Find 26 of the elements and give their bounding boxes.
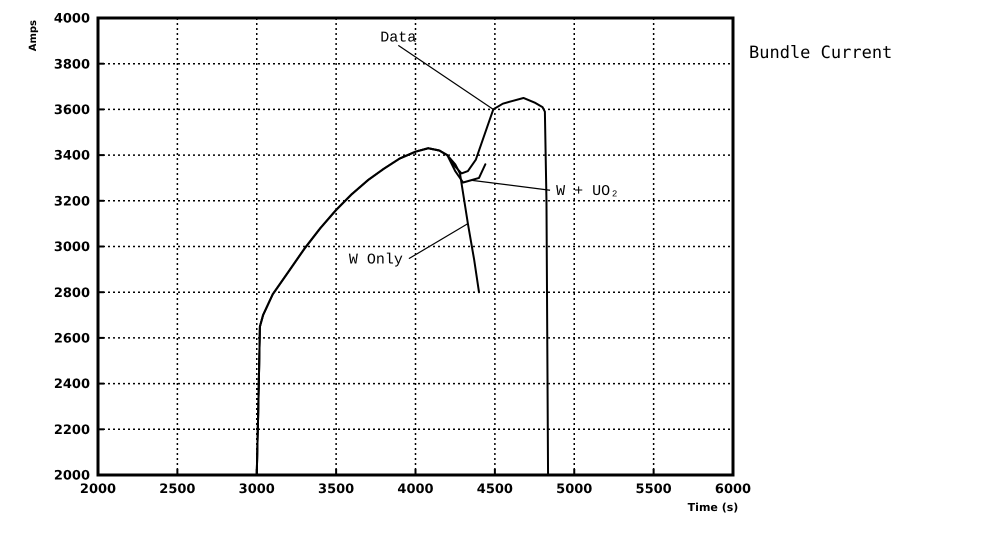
x-tick-label: 4500 xyxy=(476,482,513,497)
y-tick-label: 3800 xyxy=(54,57,90,72)
x-tick-label: 5000 xyxy=(556,482,592,497)
x-axis-title: Time (s) xyxy=(688,501,738,514)
y-tick-label: 2400 xyxy=(54,377,90,392)
y-tick-label: 2800 xyxy=(54,286,90,301)
y-tick-label: 2000 xyxy=(54,468,90,484)
y-tick-label: 2600 xyxy=(54,331,90,346)
x-tick-label: 2000 xyxy=(80,482,116,497)
x-tick-label: 2500 xyxy=(159,482,196,497)
x-tick-label: 6000 xyxy=(714,482,752,497)
text: W Only xyxy=(348,252,403,269)
y-axis-title: Amps xyxy=(28,20,39,52)
y-tick-label: 3000 xyxy=(54,240,90,256)
x-tick-label: 3500 xyxy=(318,482,354,497)
y-tick-label: 2200 xyxy=(54,422,90,438)
x-tick-label: 5500 xyxy=(636,482,672,497)
x-tick-label: 4000 xyxy=(397,482,434,497)
text: Data xyxy=(380,29,416,46)
y-tick-label: 3600 xyxy=(54,102,90,118)
y-tick-label: 3400 xyxy=(54,148,90,164)
y-tick-label: 3200 xyxy=(54,194,90,210)
text: Bundle Current xyxy=(749,43,892,63)
text: W + UO₂ xyxy=(556,183,620,200)
x-tick-label: 3000 xyxy=(238,482,275,497)
y-tick-label: 4000 xyxy=(54,12,90,27)
